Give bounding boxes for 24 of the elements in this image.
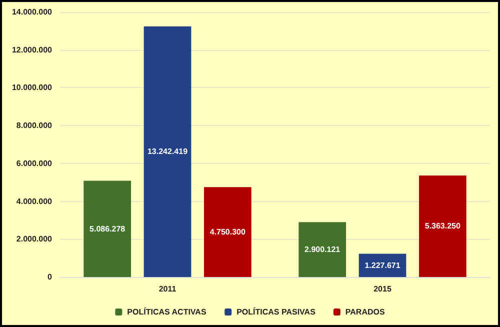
data-label: 5.363.250 bbox=[424, 222, 462, 231]
x-tick-label: 2015 bbox=[374, 284, 392, 294]
data-label: 4.750.300 bbox=[210, 228, 246, 237]
bar bbox=[144, 26, 192, 277]
data-label: 5.086.278 bbox=[90, 224, 126, 234]
y-tick-label: 12.000.000 bbox=[12, 45, 53, 54]
bar bbox=[298, 222, 346, 277]
y-tick-label: 10.000.000 bbox=[12, 83, 53, 92]
data-label: 13.242.419 bbox=[147, 147, 188, 156]
x-tick-label: 2011 bbox=[158, 284, 177, 294]
y-tick-label: 4.000.000 bbox=[16, 196, 53, 206]
legend-label: POLÍTICAS PASIVAS bbox=[236, 306, 316, 316]
y-tick-label: 0 bbox=[48, 272, 53, 282]
data-label: 1.227.671 bbox=[364, 260, 401, 270]
bar bbox=[84, 180, 132, 277]
data-label: 2.900.121 bbox=[304, 245, 341, 254]
bar bbox=[418, 175, 466, 277]
y-tick-label: 8.000.000 bbox=[16, 121, 53, 130]
legend-label: POLÍTICAS ACTIVAS bbox=[127, 306, 207, 316]
bar bbox=[204, 187, 252, 277]
legend-label: PARADOS bbox=[345, 308, 386, 316]
y-tick-label: 2.000.000 bbox=[16, 234, 53, 244]
y-tick-label: 14.000.000 bbox=[12, 8, 53, 16]
y-tick-label: 6.000.000 bbox=[16, 158, 53, 168]
